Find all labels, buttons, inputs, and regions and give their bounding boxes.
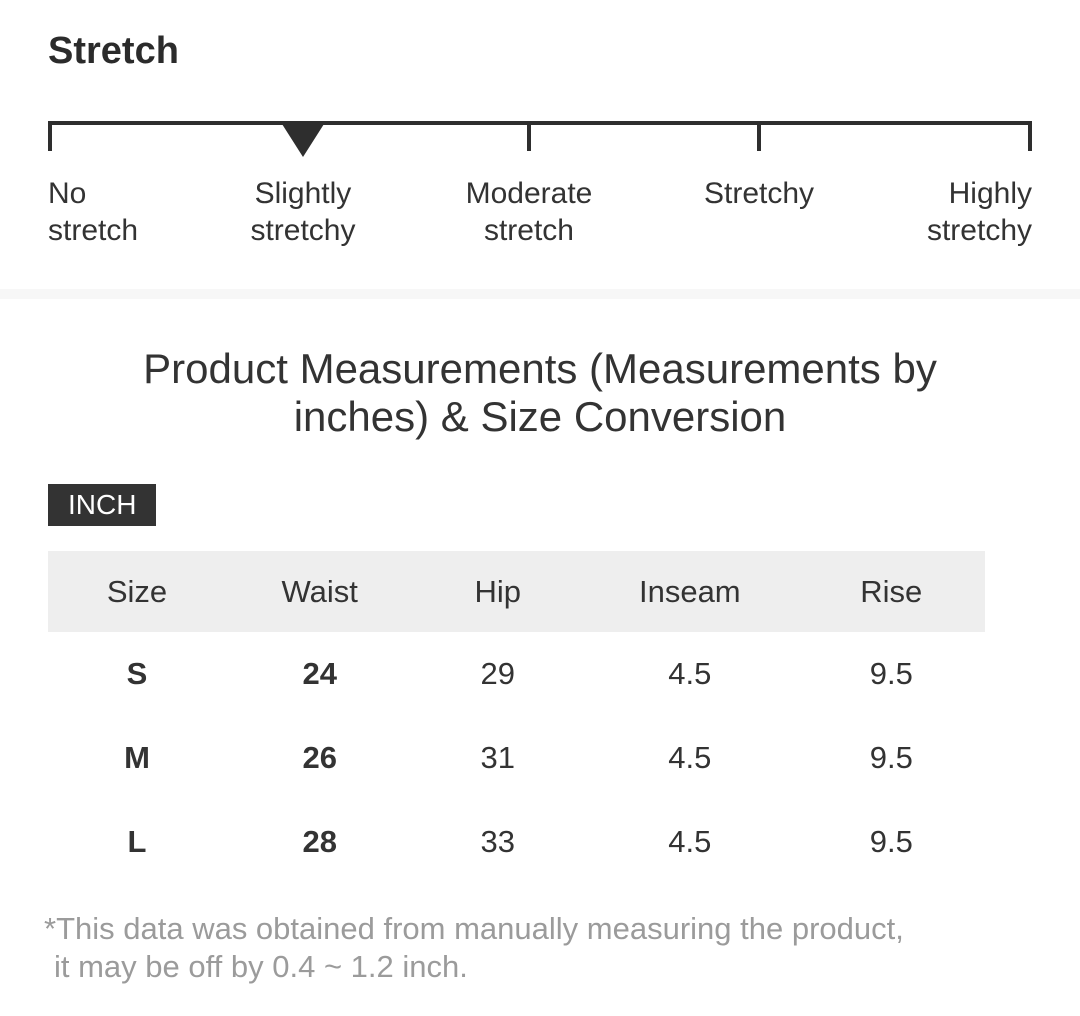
cell-waist: 24 (302, 656, 337, 691)
measurements-section: Product Measurements (Measurements by in… (0, 299, 1080, 986)
cell-size: M (124, 740, 150, 775)
cell-inseam: 4.5 (668, 656, 712, 691)
unit-badge-inch[interactable]: INCH (48, 484, 157, 526)
cell-hip: 33 (480, 824, 515, 859)
stretch-indicator-triangle-icon (281, 124, 324, 157)
scale-tick-stretchy (757, 121, 762, 151)
stretch-section-title: Stretch (48, 30, 179, 72)
cell-waist: 26 (302, 740, 337, 775)
scale-tick-highly-stretchy (1028, 121, 1032, 151)
cell-size: S (126, 656, 148, 691)
label-no-stretch: No stretch (48, 177, 139, 247)
cell-hip: 31 (480, 740, 515, 775)
measurements-title: Product Measurements (Measurements by in… (143, 345, 937, 440)
cell-inseam: 4.5 (668, 740, 712, 775)
measurements-table: Size Waist Hip Inseam Rise S 24 29 4.5 9… (48, 551, 985, 884)
cell-rise: 9.5 (869, 656, 913, 691)
cell-rise: 9.5 (869, 824, 913, 859)
label-slightly-stretchy: Slightly stretchy (250, 177, 356, 247)
section-divider (0, 289, 1080, 299)
stretch-section: Stretch No stretch Slightly stretchy Mod… (0, 0, 1080, 253)
col-header-rise: Rise (797, 551, 985, 632)
scale-tick-moderate-stretch (526, 121, 531, 151)
cell-inseam: 4.5 (668, 824, 712, 859)
col-header-inseam: Inseam (582, 551, 798, 632)
col-header-size: Size (48, 551, 227, 632)
table-header-row: Size Waist Hip Inseam Rise (48, 551, 985, 632)
col-header-hip: Hip (413, 551, 583, 632)
scale-line (48, 121, 1032, 125)
table-row-size-m: M 26 31 4.5 9.5 (48, 716, 985, 800)
scale-tick-no-stretch (48, 121, 52, 151)
cell-rise: 9.5 (869, 740, 913, 775)
cell-waist: 28 (302, 824, 337, 859)
table-row-size-s: S 24 29 4.5 9.5 (48, 632, 985, 716)
label-stretchy: Stretchy (704, 177, 815, 210)
stretch-scale-labels: No stretch Slightly stretchy Moderate st… (48, 175, 1032, 253)
label-moderate-stretch: Moderate stretch (465, 177, 593, 247)
footnote-line-1: *This data was obtained from manually me… (44, 911, 904, 946)
cell-hip: 29 (480, 656, 515, 691)
label-highly-stretchy: Highly stretchy (926, 177, 1032, 247)
table-row-size-l: L 28 33 4.5 9.5 (48, 800, 985, 884)
stretch-scale (48, 121, 1032, 175)
cell-size: L (127, 824, 147, 859)
footnote-line-2: it may be off by 0.4 ~ 1.2 inch. (54, 949, 468, 984)
col-header-waist: Waist (226, 551, 414, 632)
measurements-footnote: *This data was obtained from manually me… (44, 910, 1032, 986)
